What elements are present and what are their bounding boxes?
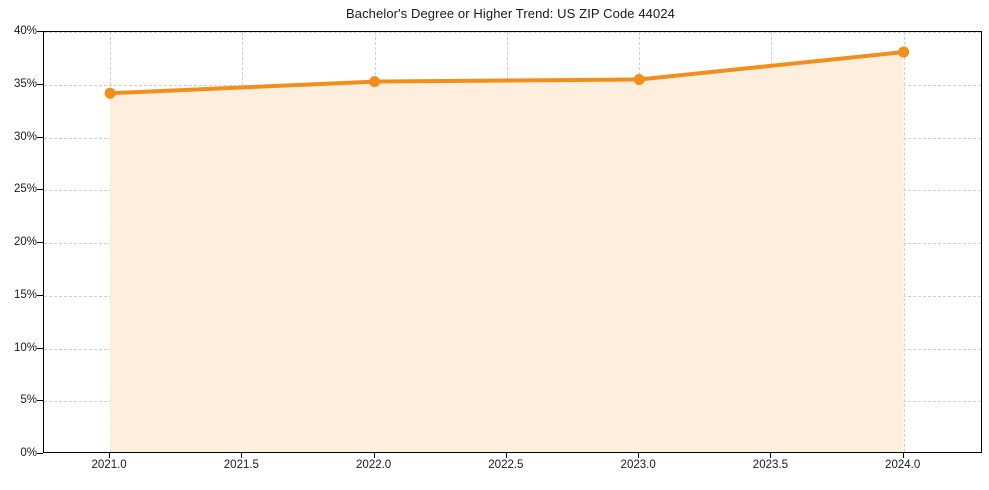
chart-title: Bachelor's Degree or Higher Trend: US ZI… (345, 6, 675, 21)
y-tick-mark (37, 453, 43, 454)
x-tick-mark (373, 453, 375, 458)
series-layer (104, 46, 910, 452)
x-tick-label: 2022.0 (356, 459, 392, 471)
trend-line (108, 50, 906, 96)
y-tick-label: 40% (13, 25, 37, 37)
x-tick-label: 2023.5 (752, 459, 788, 471)
plot-area (43, 31, 982, 453)
y-axis-tick-labels: 0% 5% 10% 15% 20% 25% 30% 35% 40% (0, 0, 37, 490)
x-tick-label: 2023.0 (620, 459, 656, 471)
data-point-marker (633, 73, 645, 85)
plot-inner (44, 32, 981, 452)
data-point-marker (898, 46, 910, 58)
y-tick-label: 25% (13, 183, 37, 196)
y-tick-label: 10% (13, 341, 37, 354)
data-point-marker (369, 76, 381, 88)
gridline-vertical (903, 32, 905, 452)
x-tick-mark (770, 453, 772, 458)
x-tick-mark (109, 453, 111, 458)
y-tick-label: 35% (13, 77, 37, 90)
x-tick-label: 2021.5 (223, 459, 259, 471)
y-tick-label: 0% (20, 447, 37, 459)
y-tick-label: 20% (13, 236, 37, 248)
gridline-horizontal (44, 32, 981, 33)
x-tick-mark (241, 453, 243, 458)
data-point-marker (104, 87, 116, 99)
y-tick-label: 5% (20, 394, 37, 407)
y-tick-label: 30% (13, 130, 37, 143)
x-tick-mark (902, 453, 904, 458)
x-tick-label: 2022.5 (488, 459, 524, 471)
x-tick-mark (505, 453, 507, 458)
x-tick-label: 2024.0 (885, 459, 921, 471)
x-tick-label: 2021.0 (91, 459, 127, 471)
area-fill (110, 52, 904, 452)
x-tick-mark (638, 453, 640, 458)
data-point-markers (104, 46, 910, 99)
y-tick-label: 15% (13, 288, 37, 301)
